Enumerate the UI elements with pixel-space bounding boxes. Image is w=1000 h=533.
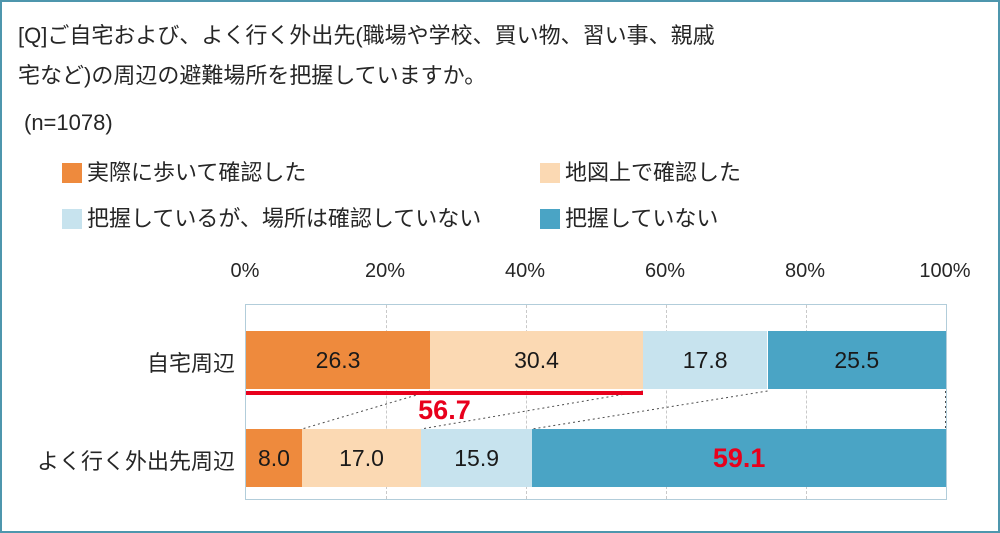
legend-swatch: [62, 163, 82, 183]
connector-line: [532, 390, 768, 430]
x-axis-tick: 40%: [504, 260, 546, 282]
legend-item: 把握しているが、場所は確認していない: [62, 206, 540, 232]
x-axis-tick: 100%: [919, 260, 971, 282]
bar-segment: 26.3: [246, 331, 431, 389]
x-axis-tick: 60%: [644, 260, 686, 282]
bar-segment: 30.4: [430, 331, 643, 389]
bar-segment: 17.0: [302, 429, 421, 487]
title-line-2: 宅など)の周辺の避難場所を把握していますか。: [18, 63, 487, 88]
legend-item: 地図上で確認した: [540, 160, 972, 186]
legend-label: 実際に歩いて確認した: [87, 160, 307, 185]
legend-swatch: [540, 209, 560, 229]
legend-label: 地図上で確認した: [565, 160, 742, 185]
cumulative-total-label: 56.7: [418, 395, 471, 425]
bar-segment: 59.1: [532, 429, 946, 487]
chart-title: [Q]ご自宅および、よく行く外出先(職場や学校、買い物、習い事、親戚 宅など)の…: [18, 16, 715, 96]
legend-swatch: [62, 209, 82, 229]
legend: 実際に歩いて確認した 地図上で確認した把握しているが、場所は確認していない 把握して…: [62, 160, 972, 232]
legend-label: 把握していない: [565, 206, 719, 231]
bar-segment: 15.9: [421, 429, 533, 487]
x-axis-tick: 20%: [364, 260, 406, 282]
plot-area: 26.3 30.4 17.8 25.5 8.0 17.0 15.9 59.1 56.7: [245, 304, 947, 500]
gridline: [806, 305, 807, 499]
legend-swatch: [540, 163, 560, 183]
bar-segment: 25.5: [767, 331, 946, 389]
sample-size-label: (n=1078): [24, 110, 113, 135]
legend-item: 実際に歩いて確認した: [62, 160, 540, 186]
legend-label: 把握しているが、場所は確認していない: [87, 206, 482, 231]
x-axis-tick: 80%: [784, 260, 826, 282]
x-axis-tick: 0%: [230, 260, 260, 282]
bar-segment: 17.8: [642, 331, 768, 389]
category-label-home: 自宅周辺: [146, 351, 235, 376]
category-label-outside: よく行く外出先周辺: [36, 449, 235, 474]
title-line-1: [Q]ご自宅および、よく行く外出先(職場や学校、買い物、習い事、親戚: [18, 23, 715, 48]
legend-item: 把握していない: [540, 206, 972, 232]
bar-segment: 8.0: [246, 429, 302, 487]
x-axis: 0% 20% 40% 60% 80% 100%: [231, 260, 971, 286]
